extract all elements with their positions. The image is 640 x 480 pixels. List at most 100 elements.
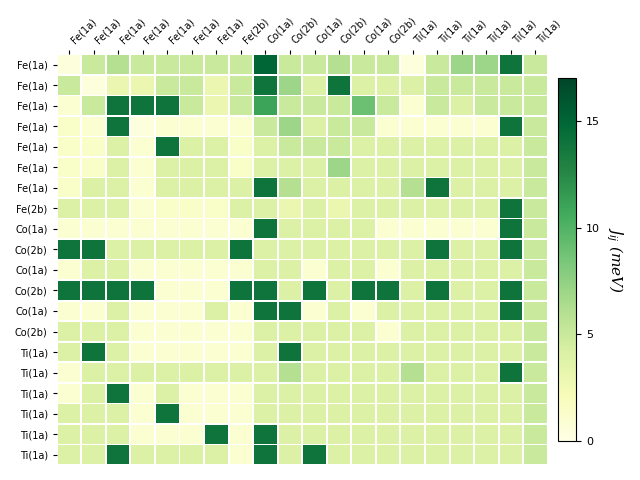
Bar	[230, 117, 252, 135]
Bar	[254, 178, 276, 197]
Bar	[328, 96, 350, 115]
Bar	[254, 117, 276, 135]
Bar	[205, 343, 228, 361]
Bar	[328, 301, 350, 321]
Bar	[230, 322, 252, 341]
Bar	[83, 301, 105, 321]
Bar	[107, 96, 129, 115]
Bar	[500, 261, 522, 279]
Bar	[156, 117, 179, 135]
Bar	[230, 343, 252, 361]
Bar	[205, 117, 228, 135]
Bar	[83, 96, 105, 115]
Bar	[328, 76, 350, 95]
Bar	[230, 404, 252, 423]
Bar	[205, 384, 228, 403]
Bar	[58, 199, 81, 218]
Bar	[131, 219, 154, 238]
Bar	[451, 281, 473, 300]
Bar	[131, 301, 154, 321]
Bar	[58, 404, 81, 423]
Bar	[500, 322, 522, 341]
Bar	[401, 219, 424, 238]
Bar	[58, 261, 81, 279]
Bar	[352, 404, 375, 423]
Bar	[377, 137, 399, 156]
Bar	[180, 281, 203, 300]
Bar	[524, 219, 547, 238]
Bar	[352, 425, 375, 444]
Bar	[156, 301, 179, 321]
Bar	[426, 240, 449, 259]
Bar	[524, 76, 547, 95]
Bar	[475, 219, 498, 238]
Bar	[180, 301, 203, 321]
Bar	[58, 322, 81, 341]
Bar	[377, 117, 399, 135]
Bar	[475, 384, 498, 403]
Bar	[254, 199, 276, 218]
Bar	[451, 76, 473, 95]
Bar	[107, 219, 129, 238]
Bar	[524, 322, 547, 341]
Bar	[278, 158, 301, 177]
Bar	[278, 445, 301, 464]
Bar	[500, 404, 522, 423]
Bar	[83, 261, 105, 279]
Bar	[352, 137, 375, 156]
Bar	[107, 445, 129, 464]
Bar	[107, 76, 129, 95]
Bar	[58, 301, 81, 321]
Bar	[524, 425, 547, 444]
Bar	[83, 445, 105, 464]
Bar	[58, 384, 81, 403]
Bar	[107, 322, 129, 341]
Bar	[254, 404, 276, 423]
Bar	[131, 281, 154, 300]
Bar	[156, 199, 179, 218]
Bar	[500, 96, 522, 115]
Bar	[205, 404, 228, 423]
Bar	[475, 137, 498, 156]
Bar	[230, 199, 252, 218]
Bar	[475, 76, 498, 95]
Bar	[83, 363, 105, 382]
Bar	[131, 117, 154, 135]
Bar	[377, 240, 399, 259]
Bar	[451, 363, 473, 382]
Bar	[426, 301, 449, 321]
Bar	[524, 199, 547, 218]
Bar	[451, 96, 473, 115]
Bar	[352, 117, 375, 135]
Bar	[230, 384, 252, 403]
Bar	[426, 425, 449, 444]
Bar	[278, 384, 301, 403]
Bar	[500, 425, 522, 444]
Bar	[426, 219, 449, 238]
Bar	[303, 199, 326, 218]
Bar	[58, 55, 81, 74]
Bar	[451, 404, 473, 423]
Bar	[205, 199, 228, 218]
Bar	[131, 137, 154, 156]
Bar	[230, 137, 252, 156]
Bar	[180, 178, 203, 197]
Bar	[205, 178, 228, 197]
Bar	[107, 363, 129, 382]
Bar	[328, 363, 350, 382]
Bar	[475, 117, 498, 135]
Bar	[426, 178, 449, 197]
Bar	[107, 158, 129, 177]
Bar	[180, 96, 203, 115]
Bar	[426, 343, 449, 361]
Bar	[377, 76, 399, 95]
Bar	[107, 281, 129, 300]
Bar	[303, 363, 326, 382]
Bar	[377, 363, 399, 382]
Bar	[131, 158, 154, 177]
Bar	[58, 76, 81, 95]
Bar	[401, 281, 424, 300]
Bar	[524, 117, 547, 135]
Bar	[426, 261, 449, 279]
Bar	[83, 281, 105, 300]
